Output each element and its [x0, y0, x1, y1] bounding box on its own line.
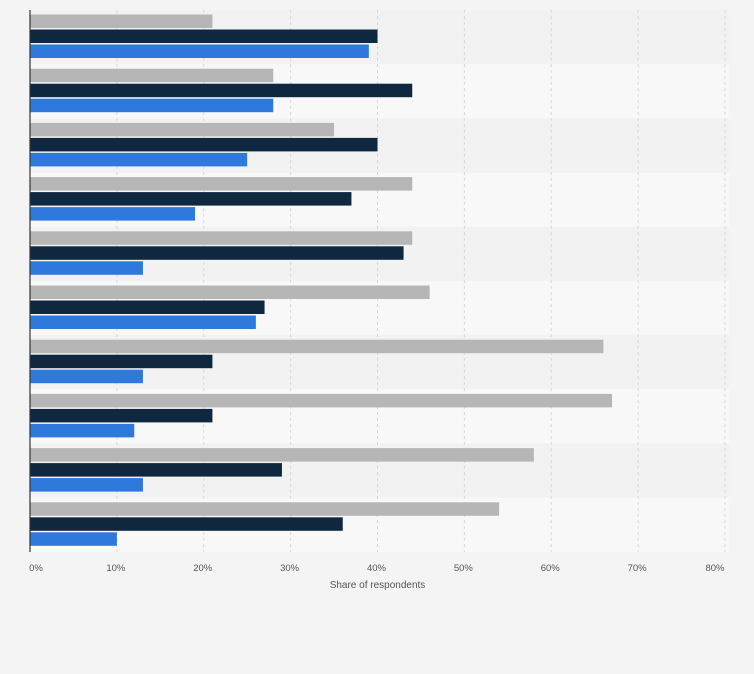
bar-1-series-3[interactable] [30, 44, 369, 59]
x-tick-label-10: 10% [106, 563, 126, 574]
x-tick-label-40: 40% [367, 563, 387, 574]
bar-7-series-3[interactable] [30, 369, 143, 384]
bar-3-series-2[interactable] [30, 137, 378, 152]
bar-9-series-3[interactable] [30, 478, 143, 492]
bar-4-series-2[interactable] [30, 192, 352, 206]
bar-6-series-3[interactable] [30, 315, 256, 330]
x-tick-label-30: 30% [280, 563, 300, 574]
x-axis-label: Share of respondents [330, 580, 426, 591]
bar-8-series-3[interactable] [30, 423, 135, 438]
bar-10-series-1[interactable] [30, 502, 500, 516]
bar-1-series-1[interactable] [30, 14, 213, 29]
bar-3-series-3[interactable] [30, 152, 248, 167]
x-tick-label-50: 50% [454, 563, 474, 574]
x-tick-labels: 0% 10% 20% 30% 40% 50% 60% 70% 80% [29, 563, 725, 574]
bar-7-series-2[interactable] [30, 354, 213, 369]
bar-9-series-1[interactable] [30, 448, 534, 462]
bar-5-series-2[interactable] [30, 246, 404, 260]
bar-5-series-1[interactable] [30, 231, 413, 245]
bar-1-series-2[interactable] [30, 29, 378, 44]
x-tick-label-60: 60% [541, 563, 561, 574]
x-tick-label-70: 70% [628, 563, 648, 574]
bar-4-series-1[interactable] [30, 177, 413, 191]
bar-7-series-1[interactable] [30, 339, 604, 354]
bar-2-series-1[interactable] [30, 68, 274, 83]
x-tick-label-0: 0% [29, 563, 43, 574]
x-tick-label-80: 80% [705, 563, 725, 574]
bar-6-series-2[interactable] [30, 300, 265, 315]
bar-6-series-1[interactable] [30, 285, 430, 300]
bar-3-series-1[interactable] [30, 122, 335, 137]
bar-8-series-1[interactable] [30, 393, 613, 408]
bar-8-series-2[interactable] [30, 408, 213, 423]
bar-9-series-2[interactable] [30, 463, 282, 477]
bar-5-series-3[interactable] [30, 261, 143, 275]
bar-10-series-2[interactable] [30, 517, 343, 531]
bar-4-series-3[interactable] [30, 207, 196, 221]
bar-2-series-2[interactable] [30, 83, 413, 98]
x-tick-label-20: 20% [193, 563, 213, 574]
bar-10-series-3[interactable] [30, 532, 117, 546]
bars [30, 14, 613, 546]
bar-2-series-3[interactable] [30, 98, 274, 113]
